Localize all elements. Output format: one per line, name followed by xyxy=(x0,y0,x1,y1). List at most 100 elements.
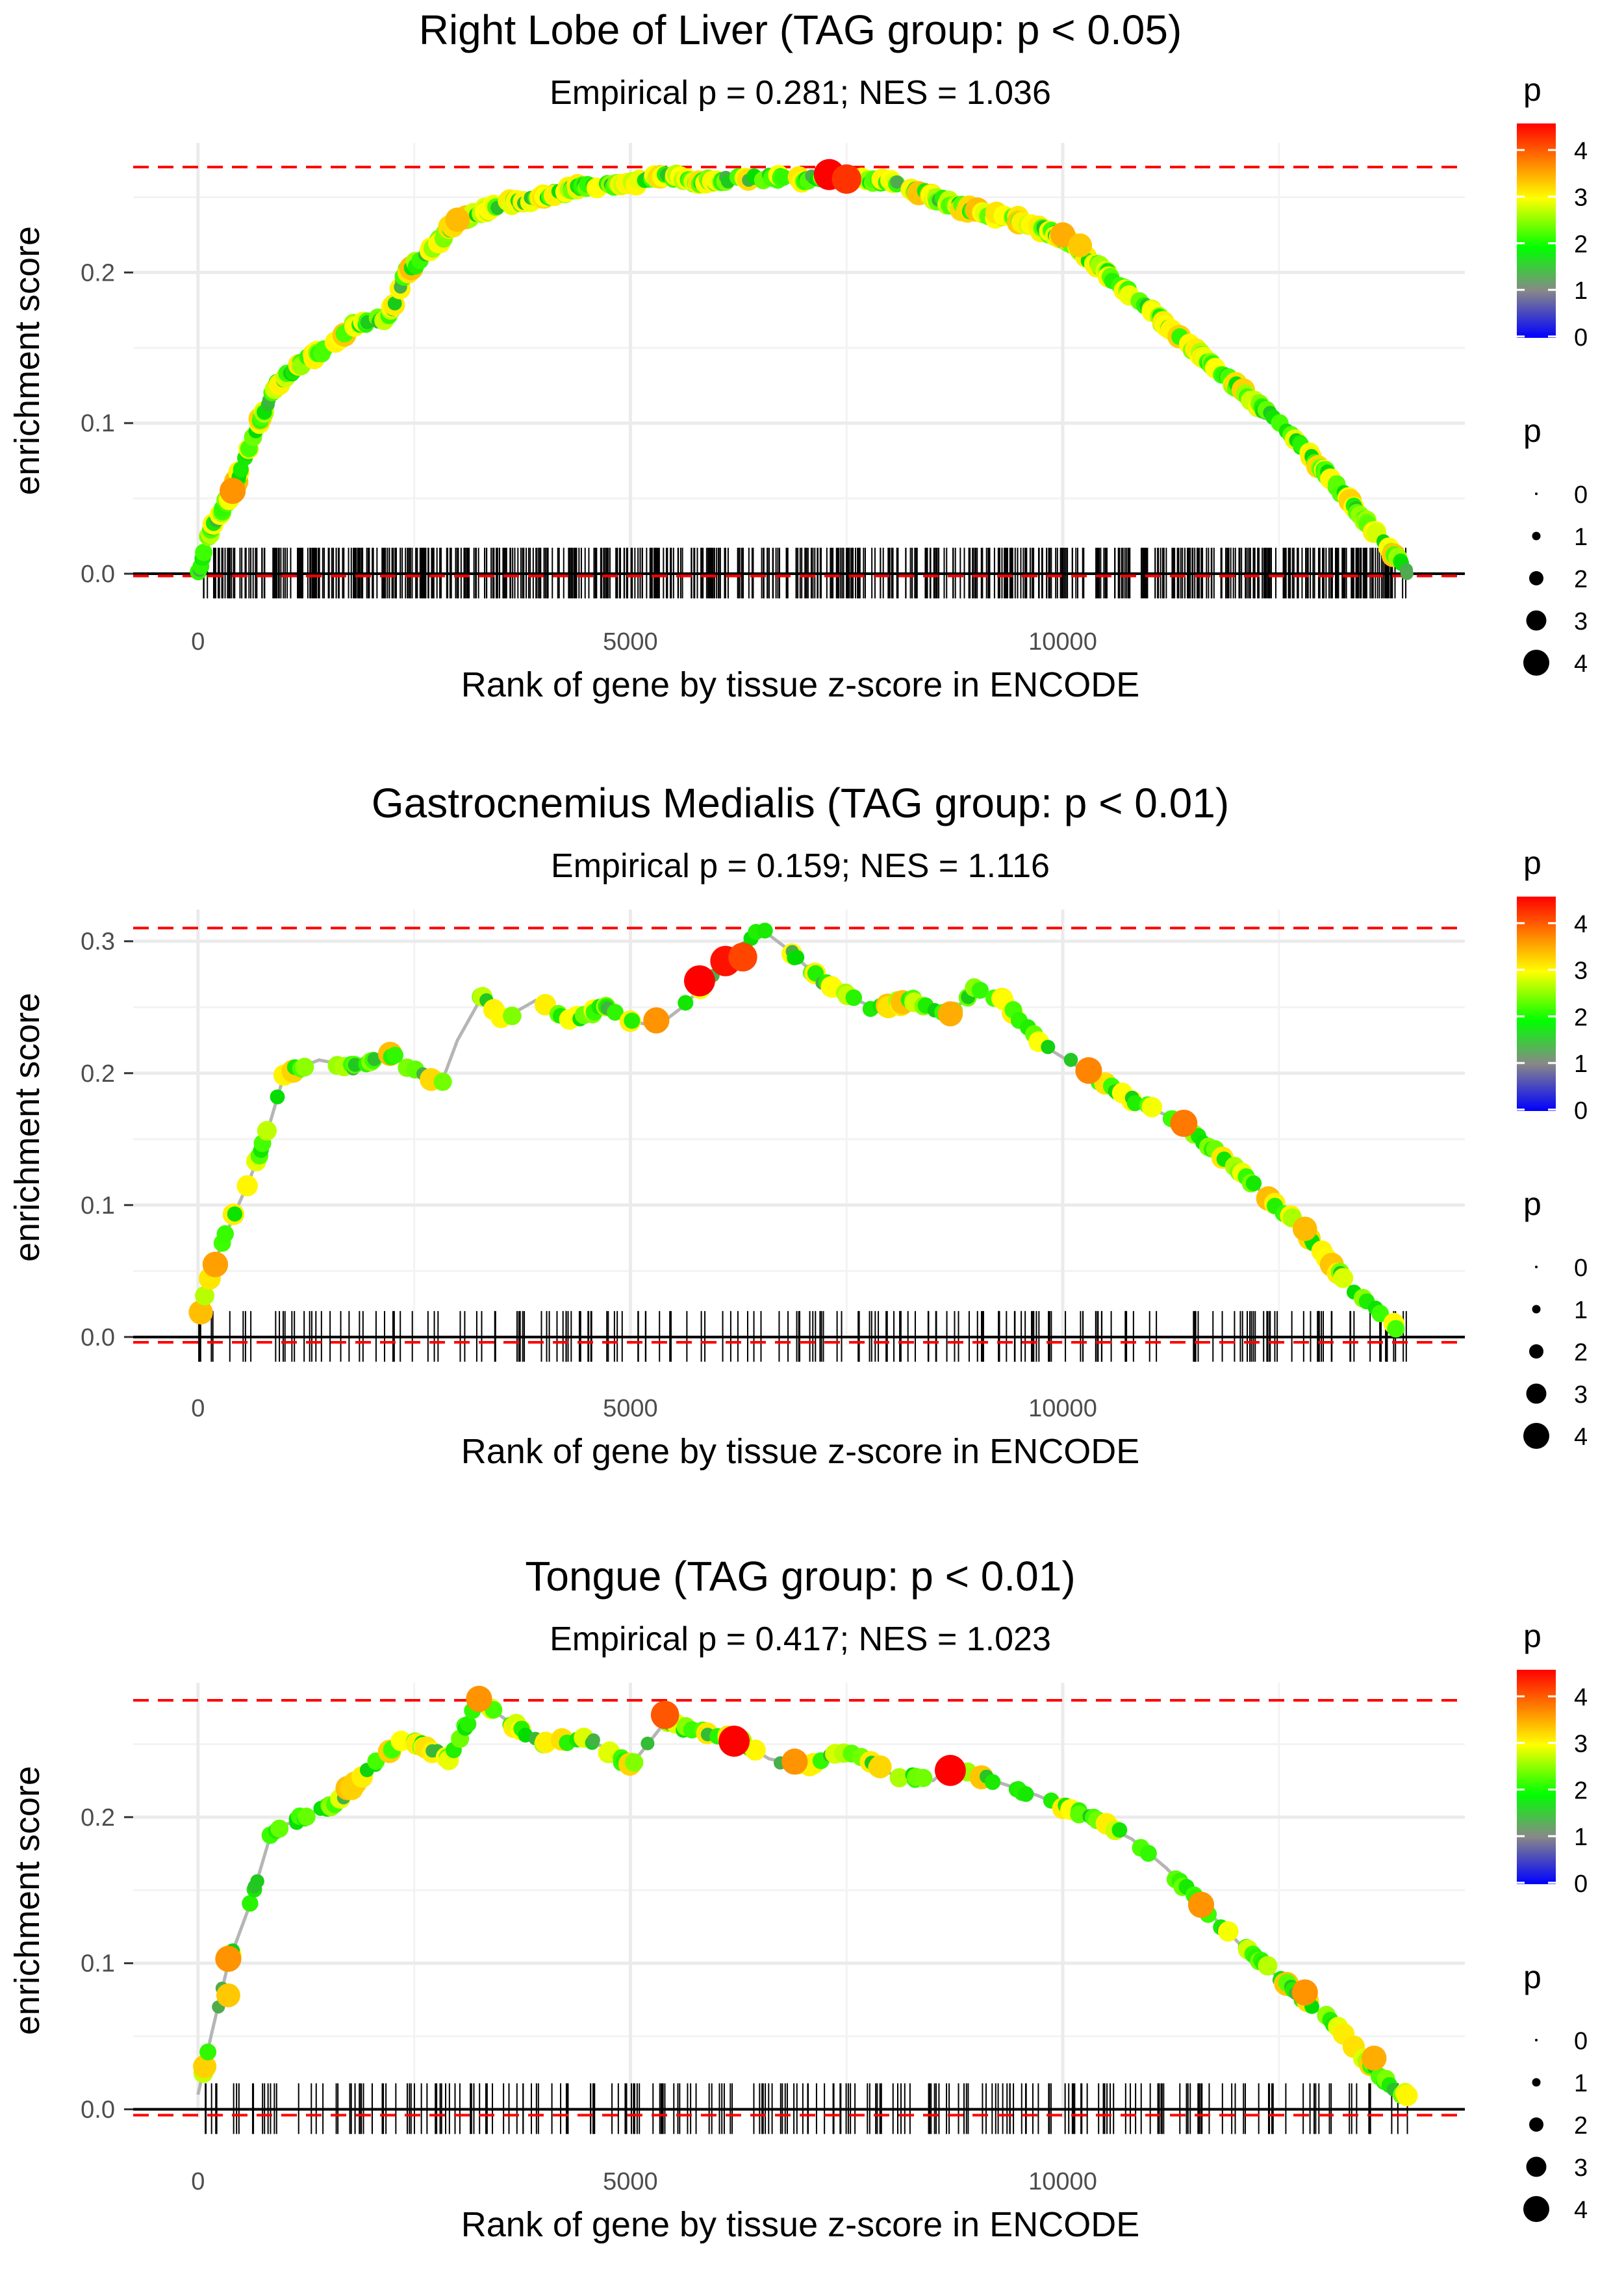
gene-point xyxy=(744,1739,766,1761)
y-tick-label: 0.0 xyxy=(81,1324,115,1351)
size-legend-dot xyxy=(1529,1344,1543,1359)
gene-point xyxy=(295,1058,314,1077)
x-tick-label: 0 xyxy=(191,1395,205,1422)
size-legend-label: 2 xyxy=(1574,2112,1588,2140)
gene-point xyxy=(789,950,805,965)
color-legend-bar xyxy=(1517,1670,1556,1884)
gene-point-highlight xyxy=(1187,1891,1215,1918)
color-legend-bar xyxy=(1517,897,1556,1111)
gene-point-highlight xyxy=(466,1685,492,1712)
y-tick-label: 0.0 xyxy=(81,2097,115,2124)
size-legend-label: 3 xyxy=(1574,1381,1588,1409)
color-legend-label: 4 xyxy=(1574,911,1588,938)
gene-point xyxy=(188,1300,213,1325)
chart-panel-3: Tongue (TAG group: p < 0.01) Empirical p … xyxy=(8,1553,1588,2244)
gene-point xyxy=(387,296,402,311)
gene-point-highlight xyxy=(781,1748,808,1775)
size-legend-dot xyxy=(1535,492,1538,495)
size-legend-dot xyxy=(1529,2117,1543,2132)
y-tick-label: 0.1 xyxy=(81,1950,115,1978)
gene-point xyxy=(624,1012,641,1029)
gene-point xyxy=(624,1753,644,1772)
size-legend-dot xyxy=(1532,1305,1541,1314)
gene-points xyxy=(193,1685,1418,2106)
chart-subtitle: Empirical p = 0.159; NES = 1.116 xyxy=(551,847,1050,885)
gene-point xyxy=(971,982,989,999)
gene-point xyxy=(460,1715,477,1733)
y-tick-label: 0.2 xyxy=(81,1804,115,1832)
gene-point xyxy=(195,1286,215,1306)
y-tick-label: 0.1 xyxy=(81,1192,115,1220)
size-legend-dot xyxy=(1529,571,1543,585)
gene-point xyxy=(984,1774,1001,1790)
legend-2: p 4 3 2 1 0 p 0 1 2 3 4 xyxy=(1517,845,1588,1451)
chart-subtitle: Empirical p = 0.417; NES = 1.023 xyxy=(550,1620,1051,1658)
gene-point-highlight xyxy=(935,1754,966,1786)
gene-point xyxy=(1371,1305,1389,1323)
gene-point xyxy=(195,543,212,561)
color-legend-label: 2 xyxy=(1574,231,1588,258)
gene-point-highlight xyxy=(650,1700,679,1730)
gene-point xyxy=(250,1874,264,1889)
color-legend-label: 3 xyxy=(1574,1731,1588,1758)
gene-point-highlight xyxy=(445,207,470,233)
gene-point xyxy=(242,1895,259,1912)
size-legend-dot xyxy=(1523,1423,1549,1449)
size-legend-label: 1 xyxy=(1574,1297,1588,1324)
gene-point-highlight xyxy=(728,942,757,972)
gene-points xyxy=(190,159,1414,581)
color-legend-label: 2 xyxy=(1574,1004,1588,1031)
size-legend-dot xyxy=(1532,531,1541,541)
size-legend-dot xyxy=(1526,1383,1547,1404)
gene-point-highlight xyxy=(1068,233,1093,258)
size-legend-label: 4 xyxy=(1574,650,1588,678)
gene-point xyxy=(387,1047,403,1064)
gene-point xyxy=(367,1052,381,1066)
size-legend-label: 1 xyxy=(1574,2070,1588,2097)
size-legend-label: 3 xyxy=(1574,2154,1588,2182)
y-tick-label: 0.0 xyxy=(81,561,115,588)
gene-point xyxy=(889,1768,909,1787)
color-legend-title: p xyxy=(1523,1618,1542,1654)
size-legend-dot xyxy=(1526,610,1547,631)
color-legend-title: p xyxy=(1523,71,1542,108)
size-legend-title: p xyxy=(1523,1959,1542,1995)
size-legend-dot xyxy=(1523,650,1549,676)
size-legend-label: 4 xyxy=(1574,2197,1588,2224)
size-legend-label: 3 xyxy=(1574,608,1588,635)
size-legend-label: 0 xyxy=(1574,1255,1588,1282)
gene-point-highlight xyxy=(202,1251,229,1277)
gene-point xyxy=(1018,1786,1034,1802)
color-legend-title: p xyxy=(1523,845,1542,881)
y-tick-label: 0.2 xyxy=(81,1060,115,1088)
y-axis-label: enrichment score xyxy=(8,993,47,1262)
color-legend-label: 3 xyxy=(1574,958,1588,985)
size-legend-label: 4 xyxy=(1574,1424,1588,1451)
gene-point xyxy=(1041,1040,1056,1054)
color-legend-label: 1 xyxy=(1574,1051,1588,1078)
gene-point xyxy=(1333,1268,1354,1288)
gene-point xyxy=(869,1755,892,1779)
size-legend-dot xyxy=(1523,2196,1549,2222)
y-axis-label: enrichment score xyxy=(8,226,47,495)
gene-point-highlight xyxy=(1291,1979,1318,2006)
size-legend-label: 1 xyxy=(1574,524,1588,551)
x-tick-label: 5000 xyxy=(603,2168,658,2195)
gene-point xyxy=(348,1058,362,1072)
gene-point xyxy=(433,1072,452,1092)
gene-point-highlight xyxy=(684,965,715,997)
gene-point-highlight xyxy=(1361,2045,1387,2071)
legend-1: p 4 3 2 1 0 p 0 1 2 3 4 xyxy=(1517,71,1588,678)
color-legend-label: 4 xyxy=(1574,138,1588,165)
x-tick-label: 0 xyxy=(191,2168,205,2195)
gene-point xyxy=(607,1004,624,1021)
size-legend-dot xyxy=(1532,2078,1541,2087)
chart-panel-2: Gastrocnemius Medialis (TAG group: p < 0… xyxy=(8,780,1588,1471)
gene-point xyxy=(914,1769,933,1787)
y-tick-label: 0.3 xyxy=(81,928,115,956)
x-tick-label: 10000 xyxy=(1028,628,1097,656)
y-axis-label: enrichment score xyxy=(8,1766,47,2035)
gene-point-highlight xyxy=(831,164,861,194)
gene-point xyxy=(257,1121,277,1141)
